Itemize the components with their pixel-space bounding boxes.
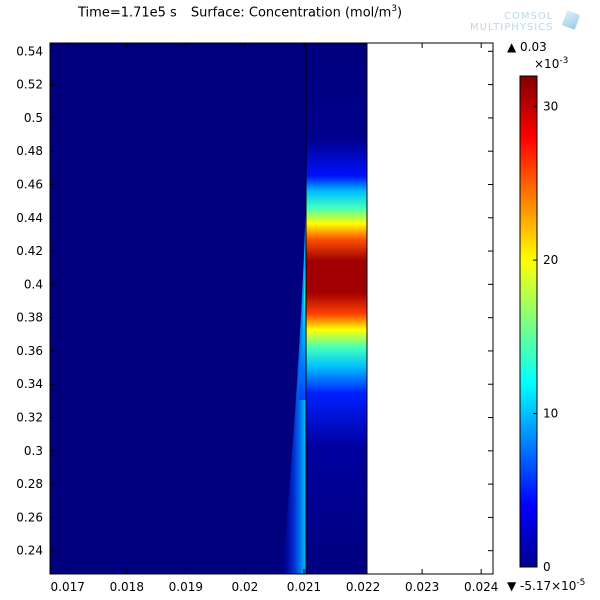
logo-line2: MULTIPHYSICS [470, 22, 554, 33]
y-tick-label: 0.3 [24, 444, 43, 458]
x-tick-label: 0.019 [169, 580, 203, 594]
y-tick-label: 0.36 [16, 344, 43, 358]
x-tick-label: 0.022 [346, 580, 380, 594]
y-tick-label: 0.48 [16, 144, 43, 158]
heatmap-wedge-peak [299, 250, 306, 400]
y-ticks-group: 0.24 0.26 0.28 0.3 0.32 0.34 0.36 0.38 0.4 0.42 0.… [16, 44, 493, 558]
colorbar-max-label: ▲ 0.03 [507, 40, 547, 54]
surface-label: Surface: Concentration (mol/m [190, 5, 392, 21]
y-tick-label: 0.26 [16, 510, 43, 524]
colorbar-group: 0 10 20 30 ▲ 0.03 ×10-3 ▼ -5.17×10-5 [507, 40, 585, 593]
x-tick-label: 0.024 [464, 580, 498, 594]
y-tick-label: 0.5 [24, 111, 43, 125]
y-tick-label: 0.34 [16, 377, 43, 391]
plot-title: Time=1.71e5 s Surface: Concentration (mol… [78, 4, 402, 20]
y-tick-label: 0.28 [16, 477, 43, 491]
heatmap-diffusion-wedge [282, 195, 306, 574]
x-tick-label: 0.018 [110, 580, 144, 594]
colorbar-tick-label: 30 [543, 100, 558, 114]
colorbar-tick-label: 10 [543, 407, 558, 421]
y-tick-label: 0.46 [16, 177, 43, 191]
colorbar-gradient [519, 75, 538, 568]
colorbar-min-label: ▼ -5.17×10-5 [507, 578, 585, 593]
y-tick-label: 0.52 [16, 78, 43, 92]
time-label: Time=1.71e5 s [78, 5, 177, 21]
y-tick-label: 0.54 [16, 44, 43, 58]
y-tick-label: 0.4 [24, 277, 43, 291]
y-tick-label: 0.38 [16, 311, 43, 325]
x-tick-label: 0.023 [405, 580, 439, 594]
x-tick-label: 0.02 [232, 580, 259, 594]
x-tick-label: 0.021 [287, 580, 321, 594]
y-tick-label: 0.42 [16, 244, 43, 258]
logo-line1: COMSOL [504, 11, 554, 22]
y-tick-label: 0.24 [16, 544, 43, 558]
domain-border [50, 43, 368, 574]
y-tick-label: 0.44 [16, 211, 43, 225]
heatmap-hot-band [306, 43, 367, 574]
y-tick-label: 0.32 [16, 411, 43, 425]
heatmap-field [50, 43, 368, 574]
colorbar-tick-label: 20 [543, 253, 558, 267]
colorbar-scale-label: ×10-3 [534, 56, 568, 71]
x-ticks-group: 0.017 0.018 0.019 0.02 0.021 0.022 0.023 0.024 [51, 43, 498, 594]
unit-exponent: 3 [391, 4, 398, 14]
colorbar-tick-label: 0 [543, 560, 551, 574]
comsol-logo: COMSOL MULTIPHYSICS [470, 10, 582, 34]
surface-label-end: ) [397, 5, 403, 21]
x-tick-label: 0.017 [51, 580, 85, 594]
plot-frame [49, 42, 494, 575]
